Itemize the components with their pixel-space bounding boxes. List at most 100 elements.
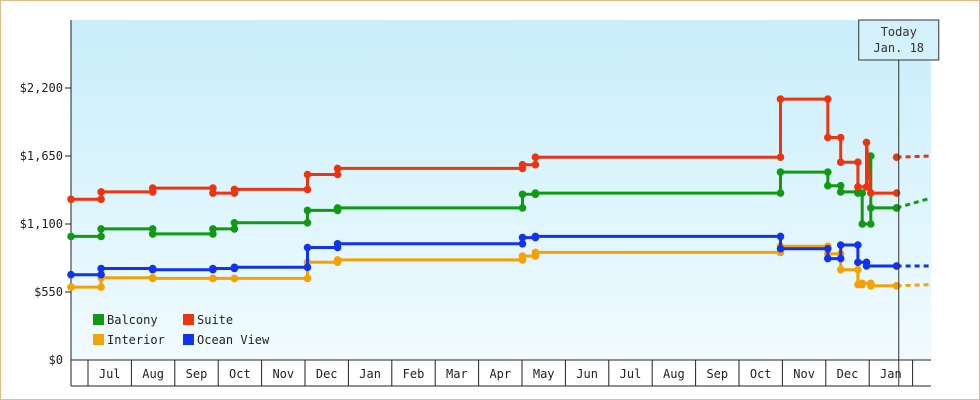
data-point [836, 188, 845, 196]
data-point [97, 195, 105, 204]
data-point [148, 274, 157, 283]
y-tick-label: $1,100 [20, 217, 63, 231]
data-point [67, 270, 75, 279]
data-point [303, 263, 312, 272]
data-point [836, 265, 845, 274]
x-tick-label: Jan [359, 367, 381, 381]
series-suite [67, 95, 932, 204]
data-point [892, 204, 901, 212]
data-point [854, 158, 862, 166]
data-point [892, 189, 901, 197]
data-point [303, 170, 312, 179]
data-point [776, 153, 785, 161]
data-point [303, 185, 312, 194]
data-point [230, 219, 239, 227]
x-tick-label: Sep [186, 367, 208, 381]
data-point [209, 189, 217, 197]
data-point [824, 254, 832, 263]
data-point [67, 195, 75, 204]
x-tick-label: Nov [272, 367, 294, 381]
data-point [230, 185, 239, 194]
series-ocean-view [67, 232, 931, 279]
data-point [209, 264, 217, 273]
data-point [824, 95, 832, 103]
data-point [209, 274, 217, 283]
data-point [836, 241, 845, 249]
data-point [97, 188, 105, 196]
data-point [148, 230, 157, 238]
x-tick-label: Apr [489, 367, 511, 381]
data-point [867, 220, 875, 228]
data-point [867, 282, 875, 290]
data-point [531, 189, 540, 197]
data-point [531, 232, 540, 241]
forecast-line [896, 196, 932, 210]
data-point [518, 160, 527, 169]
y-tick-label: $0 [49, 353, 63, 367]
data-point [333, 204, 342, 212]
data-point [858, 220, 866, 228]
x-tick-label: Mar [446, 367, 468, 381]
data-point [518, 252, 527, 260]
forecast-line [896, 283, 932, 288]
legend-label: Balcony [107, 313, 158, 327]
data-point [303, 219, 312, 227]
x-tick-label: Aug [142, 367, 164, 381]
x-tick-label: Jun [576, 367, 598, 381]
data-point [858, 189, 866, 197]
data-point [836, 158, 845, 166]
data-point [824, 133, 832, 142]
legend-label: Interior [107, 333, 165, 347]
data-point [867, 189, 875, 197]
data-point [892, 282, 901, 290]
data-point [836, 133, 845, 142]
data-point [209, 225, 217, 233]
legend-label: Ocean View [197, 333, 270, 347]
x-tick-label: May [533, 367, 555, 381]
x-tick-label: Jul [99, 367, 121, 381]
data-point [518, 240, 527, 248]
data-point [97, 232, 105, 241]
x-tick-label: Feb [403, 367, 425, 381]
data-point [333, 164, 342, 173]
x-tick-label: Dec [316, 367, 338, 381]
data-point [854, 258, 862, 267]
today-box [858, 19, 940, 61]
data-point [776, 168, 785, 176]
data-point [518, 233, 527, 242]
data-point [518, 190, 527, 199]
data-point [892, 262, 901, 270]
y-tick-label: $550 [34, 285, 63, 299]
legend-item: Ocean View [183, 333, 270, 347]
data-point [531, 160, 540, 169]
data-point [97, 264, 105, 273]
data-point [892, 153, 901, 161]
legend-item: Suite [183, 313, 233, 327]
y-tick-label: $2,200 [20, 81, 63, 95]
data-point [97, 270, 105, 279]
x-tick-label: Oct [229, 367, 251, 381]
data-point [67, 232, 75, 241]
x-tick-label: Oct [750, 367, 772, 381]
forecast-line [896, 154, 932, 159]
legend-swatch [93, 314, 104, 325]
data-point [858, 279, 866, 288]
data-point [824, 168, 832, 176]
data-point [148, 184, 157, 192]
data-point [867, 204, 875, 212]
data-point [854, 183, 862, 191]
data-point [333, 256, 342, 264]
data-point [776, 95, 785, 103]
x-tick-label: Jul [620, 367, 642, 381]
plot-area [71, 20, 931, 360]
legend-swatch [183, 334, 194, 345]
legend-swatch [183, 314, 194, 325]
x-tick-label: Dec [837, 367, 859, 381]
data-point [230, 263, 239, 272]
x-tick-label: Aug [663, 367, 685, 381]
data-point [303, 243, 312, 252]
data-point [862, 138, 871, 147]
data-point [333, 170, 342, 179]
legend-swatch [93, 334, 104, 345]
